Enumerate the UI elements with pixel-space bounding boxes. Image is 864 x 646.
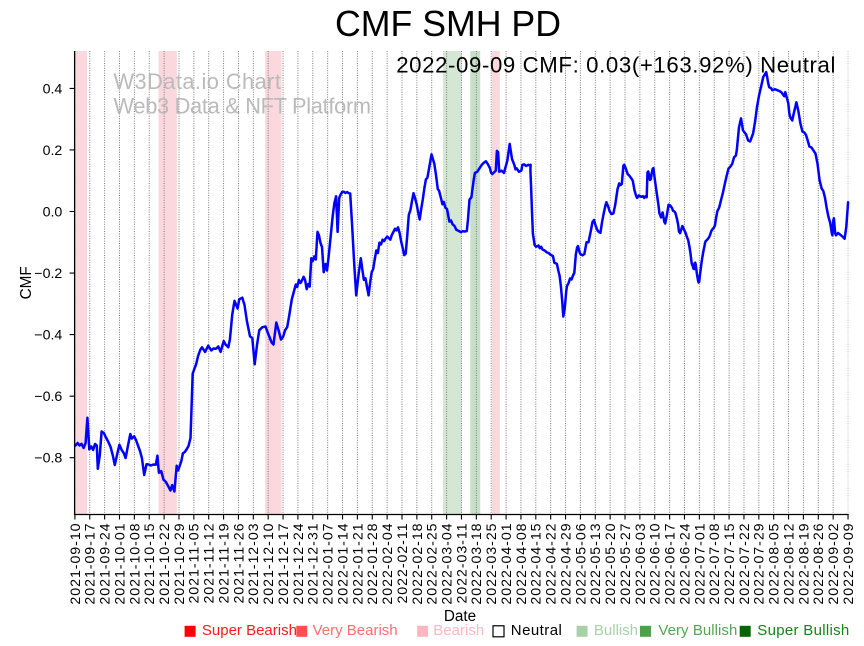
svg-text:2022-02-11: 2022-02-11	[395, 523, 411, 604]
svg-text:CMF SMH PD: CMF SMH PD	[335, 4, 561, 44]
svg-text:2022-02-25: 2022-02-25	[425, 523, 441, 605]
svg-text:2022-08-05: 2022-08-05	[767, 523, 783, 605]
svg-text:2021-11-12: 2021-11-12	[202, 523, 218, 604]
svg-text:2022-04-29: 2022-04-29	[558, 523, 574, 605]
svg-text:2022-03-25: 2022-03-25	[484, 523, 500, 605]
svg-text:Bearish: Bearish	[433, 622, 484, 639]
svg-text:2022-03-18: 2022-03-18	[469, 523, 485, 605]
svg-text:−0.2: −0.2	[34, 266, 62, 282]
svg-text:2021-10-01: 2021-10-01	[112, 523, 128, 605]
svg-text:2022-09-09 CMF: 0.03(+163.92%): 2022-09-09 CMF: 0.03(+163.92%) Neutral	[396, 53, 836, 78]
svg-text:2022-08-26: 2022-08-26	[811, 523, 827, 605]
svg-text:Very Bullish: Very Bullish	[658, 622, 737, 639]
svg-text:2021-12-17: 2021-12-17	[276, 523, 292, 605]
svg-text:2022-04-08: 2022-04-08	[514, 523, 530, 605]
svg-text:Super Bearish: Super Bearish	[202, 622, 297, 639]
svg-text:2021-10-15: 2021-10-15	[142, 523, 158, 605]
svg-text:2022-08-19: 2022-08-19	[796, 523, 812, 605]
svg-text:2022-05-13: 2022-05-13	[588, 523, 604, 605]
svg-text:2022-09-02: 2022-09-02	[826, 523, 842, 605]
svg-text:2022-02-04: 2022-02-04	[380, 523, 396, 605]
svg-text:2021-11-26: 2021-11-26	[231, 523, 247, 604]
svg-text:2021-12-31: 2021-12-31	[306, 523, 322, 605]
svg-text:2022-05-06: 2022-05-06	[573, 523, 589, 605]
svg-text:2022-08-12: 2022-08-12	[781, 523, 797, 605]
svg-text:2021-10-08: 2021-10-08	[127, 523, 143, 605]
svg-text:2022-07-22: 2022-07-22	[737, 523, 753, 605]
svg-text:2022-02-18: 2022-02-18	[410, 523, 426, 605]
svg-text:2022-07-01: 2022-07-01	[692, 523, 708, 605]
svg-text:2021-12-03: 2021-12-03	[246, 523, 262, 605]
svg-text:2022-01-14: 2022-01-14	[335, 523, 351, 605]
svg-text:Date: Date	[444, 608, 476, 625]
svg-text:0.0: 0.0	[43, 204, 63, 220]
svg-text:2021-09-17: 2021-09-17	[83, 523, 99, 605]
svg-text:2022-06-10: 2022-06-10	[648, 523, 664, 605]
svg-text:Bullish: Bullish	[594, 622, 638, 639]
svg-text:2021-12-24: 2021-12-24	[291, 523, 307, 605]
svg-text:2021-11-19: 2021-11-19	[216, 523, 232, 604]
svg-text:2021-09-24: 2021-09-24	[98, 523, 114, 605]
svg-text:2022-01-07: 2022-01-07	[321, 523, 337, 605]
svg-text:2022-06-17: 2022-06-17	[663, 523, 679, 605]
svg-text:−0.6: −0.6	[34, 389, 62, 405]
svg-text:Neutral: Neutral	[511, 622, 563, 639]
svg-text:2021-12-10: 2021-12-10	[261, 523, 277, 605]
svg-text:0.4: 0.4	[43, 81, 63, 97]
svg-text:2022-09-09: 2022-09-09	[841, 523, 857, 605]
svg-text:2021-10-22: 2021-10-22	[157, 523, 173, 605]
svg-text:2022-01-28: 2022-01-28	[365, 523, 381, 605]
svg-text:Very Bearish: Very Bearish	[313, 622, 398, 639]
svg-text:−0.8: −0.8	[34, 451, 62, 467]
svg-text:2022-07-29: 2022-07-29	[752, 523, 768, 605]
svg-text:2022-06-03: 2022-06-03	[633, 523, 649, 605]
svg-text:2021-09-10: 2021-09-10	[68, 523, 84, 605]
svg-text:Super Bullish: Super Bullish	[757, 622, 849, 639]
svg-text:2022-07-08: 2022-07-08	[707, 523, 723, 605]
svg-text:2021-10-29: 2021-10-29	[172, 523, 188, 605]
svg-text:−0.4: −0.4	[34, 328, 62, 344]
svg-text:2022-04-01: 2022-04-01	[499, 523, 515, 605]
svg-text:0.2: 0.2	[43, 143, 63, 159]
svg-text:2022-07-15: 2022-07-15	[722, 523, 738, 605]
svg-text:2021-11-05: 2021-11-05	[187, 523, 203, 604]
svg-text:Web3 Data & NFT Platform: Web3 Data & NFT Platform	[114, 93, 371, 118]
svg-text:2022-03-04: 2022-03-04	[440, 523, 456, 605]
svg-text:2022-06-24: 2022-06-24	[677, 523, 693, 605]
svg-text:W3Data.io Chart: W3Data.io Chart	[114, 69, 282, 94]
svg-text:2022-05-20: 2022-05-20	[603, 523, 619, 605]
svg-text:2022-05-27: 2022-05-27	[618, 523, 634, 605]
svg-text:2022-04-22: 2022-04-22	[544, 523, 560, 605]
svg-text:2022-04-15: 2022-04-15	[529, 523, 545, 605]
svg-text:2022-03-11: 2022-03-11	[454, 523, 470, 604]
svg-text:2022-01-21: 2022-01-21	[350, 523, 366, 605]
svg-text:CMF: CMF	[18, 266, 35, 299]
